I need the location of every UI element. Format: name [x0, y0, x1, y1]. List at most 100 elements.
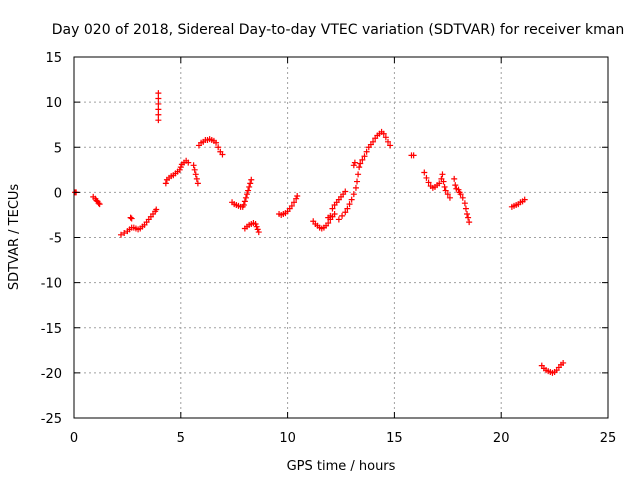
data-point	[241, 198, 248, 205]
data-point	[185, 159, 192, 166]
data-point	[155, 95, 162, 102]
data-point	[461, 200, 468, 207]
data-point	[455, 186, 462, 193]
data-point	[96, 201, 103, 208]
data-point	[363, 148, 370, 155]
data-point	[244, 191, 251, 198]
data-point	[128, 215, 135, 222]
x-tick-label: 5	[177, 431, 185, 446]
data-point	[240, 202, 247, 209]
data-point	[191, 166, 198, 173]
data-point	[117, 231, 124, 238]
chart-title: Day 020 of 2018, Sidereal Day-to-day VTE…	[52, 22, 624, 38]
data-point	[382, 134, 389, 141]
data-point	[331, 211, 338, 218]
y-tick-label: -20	[41, 367, 62, 382]
x-tick-label: 15	[386, 431, 403, 446]
x-tick-label: 20	[493, 431, 510, 446]
y-tick-label: -5	[49, 232, 62, 247]
data-point	[370, 138, 377, 145]
data-point	[464, 211, 471, 218]
data-point	[192, 171, 199, 178]
data-point	[346, 201, 353, 208]
y-tick-label: 15	[45, 51, 62, 66]
data-point	[387, 142, 394, 149]
data-point	[255, 229, 262, 236]
data-point	[423, 174, 430, 181]
data-point	[247, 180, 254, 187]
data-point	[348, 196, 355, 203]
data-point	[215, 144, 222, 151]
data-point	[253, 223, 260, 230]
y-tick-label: -15	[41, 322, 62, 337]
data-point	[248, 176, 255, 183]
data-point	[439, 171, 446, 178]
x-tick-label: 0	[70, 431, 78, 446]
data-point	[384, 138, 391, 145]
data-point	[451, 175, 458, 182]
data-points	[72, 90, 567, 376]
x-tick-label: 25	[600, 431, 617, 446]
data-point	[356, 164, 363, 171]
data-point	[288, 202, 295, 209]
y-tick-label: -25	[41, 412, 62, 427]
data-point	[380, 130, 387, 137]
data-point	[521, 196, 528, 203]
data-point	[444, 191, 451, 198]
data-point	[155, 90, 162, 97]
data-point	[95, 200, 102, 207]
data-point	[421, 169, 428, 176]
y-tick-label: 5	[54, 141, 62, 156]
data-point	[452, 182, 459, 189]
data-point	[459, 194, 466, 201]
data-point	[335, 216, 342, 223]
data-point	[466, 219, 473, 226]
y-tick-label: -10	[41, 277, 62, 292]
data-point	[254, 226, 261, 233]
y-tick-label: 0	[54, 186, 62, 201]
data-point	[121, 229, 128, 236]
data-point	[457, 191, 464, 198]
data-point	[361, 153, 368, 160]
x-axis-label: GPS time / hours	[287, 459, 396, 474]
data-point	[153, 206, 160, 213]
data-point	[242, 194, 249, 201]
data-point	[155, 111, 162, 118]
data-point	[127, 214, 134, 221]
data-point	[442, 187, 449, 194]
data-point	[462, 205, 469, 212]
data-point	[350, 191, 357, 198]
data-point	[155, 106, 162, 113]
data-point	[329, 205, 336, 212]
data-point	[325, 220, 332, 227]
data-point	[354, 178, 361, 185]
axis-ticks: 0 5 10 15 20 25 -25 -20 -15 -10 -5 0 5 10 15	[41, 51, 617, 446]
data-point	[344, 205, 351, 212]
data-point	[350, 162, 357, 169]
grid	[74, 57, 608, 418]
data-point	[425, 179, 432, 186]
data-point	[342, 188, 349, 195]
data-point	[246, 183, 253, 190]
x-tick-label: 10	[279, 431, 296, 446]
data-point	[465, 214, 472, 221]
data-point	[352, 184, 359, 191]
data-point	[560, 359, 567, 366]
data-point	[441, 183, 448, 190]
data-point	[436, 180, 443, 187]
data-point	[291, 199, 298, 206]
data-point	[176, 166, 183, 173]
data-point	[155, 117, 162, 124]
data-point	[440, 178, 447, 185]
data-point	[357, 160, 364, 167]
data-point	[177, 164, 184, 171]
data-point	[155, 100, 162, 107]
data-point	[252, 220, 259, 227]
data-point	[339, 212, 346, 219]
data-point	[359, 156, 366, 163]
data-point	[355, 171, 362, 178]
data-point	[194, 180, 201, 187]
data-point	[293, 195, 300, 202]
data-point	[193, 175, 200, 182]
